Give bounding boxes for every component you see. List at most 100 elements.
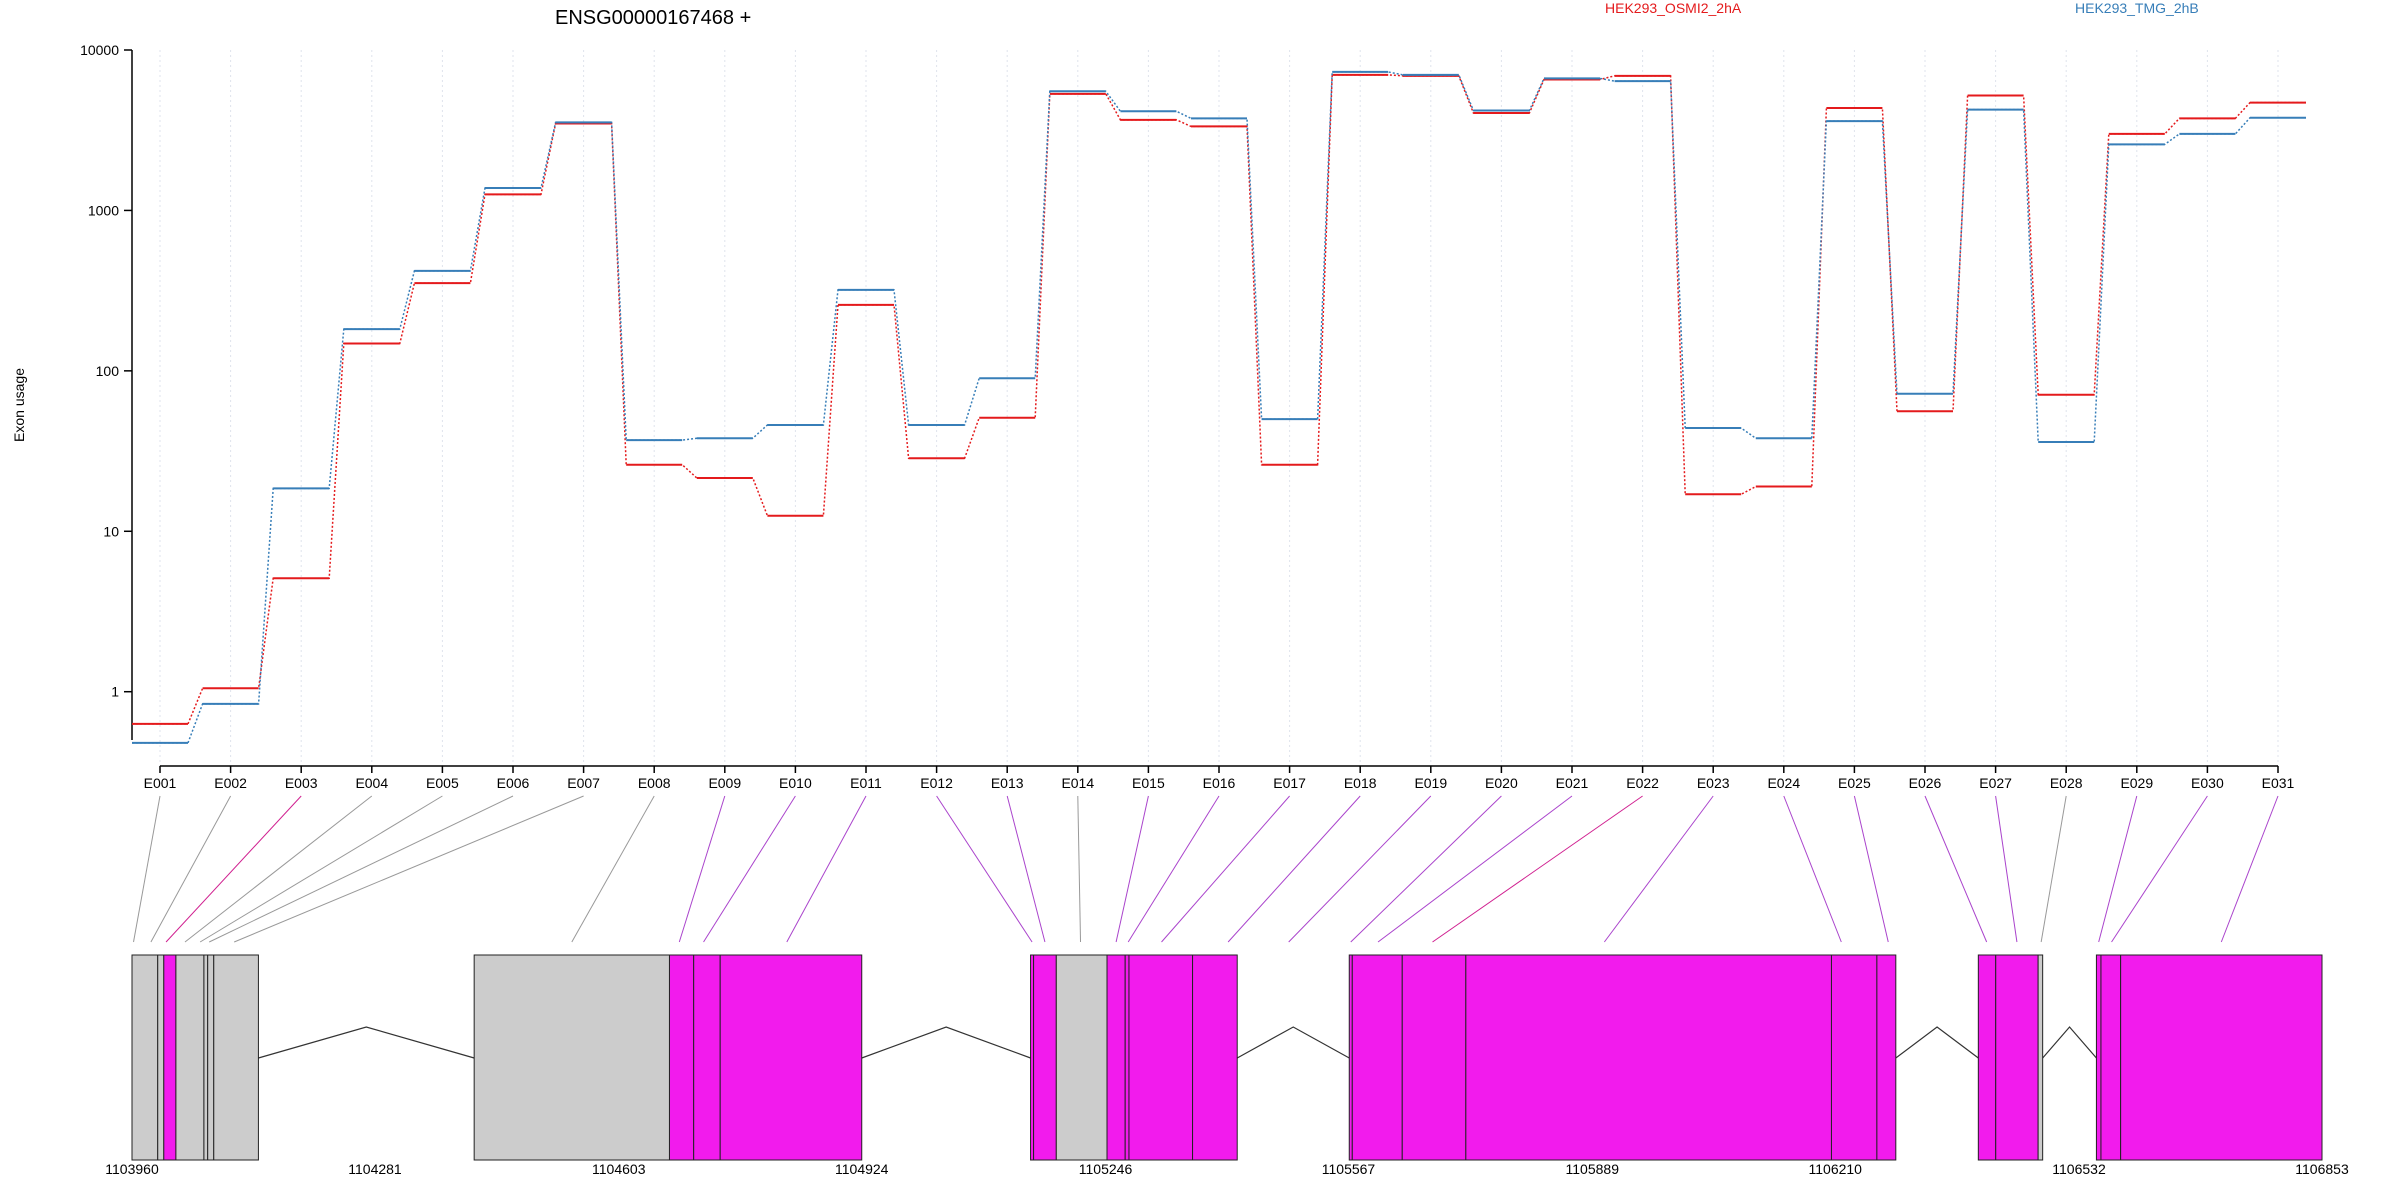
x-axis: E001 E002 E003 E004 E005 E006 E007 E008 E009 E010… bbox=[144, 765, 2295, 791]
y-tick-label: 1000 bbox=[88, 202, 119, 218]
x-tick-label: E022 bbox=[1626, 775, 1659, 791]
coordinate-label: 1104281 bbox=[348, 1161, 402, 1177]
exon-block-E026 bbox=[1995, 954, 2039, 1161]
x-tick-label: E001 bbox=[144, 775, 177, 791]
series-line-2 bbox=[132, 71, 2306, 744]
coordinate-label: 1103960 bbox=[105, 1161, 159, 1177]
x-tick-label: E030 bbox=[2191, 775, 2224, 791]
connector-E012 bbox=[936, 795, 1033, 943]
x-tick-label: E013 bbox=[991, 775, 1024, 791]
x-tick-label: E020 bbox=[1485, 775, 1518, 791]
exon-block-E010 bbox=[693, 954, 721, 1161]
connector-E018 bbox=[1227, 795, 1361, 943]
connector-E007 bbox=[234, 795, 584, 943]
exon-block-E004 bbox=[175, 954, 205, 1161]
x-tick-label: E031 bbox=[2262, 775, 2295, 791]
x-tick-label: E004 bbox=[355, 775, 388, 791]
y-tick-label: 1 bbox=[111, 684, 119, 700]
x-tick-label: E018 bbox=[1344, 775, 1377, 791]
x-tick-label: E027 bbox=[1979, 775, 2012, 791]
connector-E002 bbox=[150, 795, 232, 943]
x-tick-label: E005 bbox=[426, 775, 459, 791]
connector-E026 bbox=[1924, 795, 1988, 943]
x-tick-label: E019 bbox=[1414, 775, 1447, 791]
connector-E022 bbox=[1432, 795, 1643, 943]
x-tick-label: E014 bbox=[1061, 775, 1094, 791]
coordinate-label: 1106210 bbox=[1809, 1161, 1863, 1177]
connector-E031 bbox=[2220, 795, 2279, 943]
connector-E009 bbox=[678, 795, 726, 943]
connector-E030 bbox=[2111, 795, 2208, 943]
coordinate-label: 1106532 bbox=[2052, 1161, 2106, 1177]
connector-E001 bbox=[133, 795, 161, 943]
intron bbox=[2042, 1026, 2097, 1059]
exon-block-E006 bbox=[207, 954, 215, 1161]
x-tick-label: E011 bbox=[850, 775, 882, 791]
x-tick-label: E010 bbox=[779, 775, 812, 791]
legend-label-series-b: HEK293_TMG_2hB bbox=[2075, 0, 2199, 16]
y-tick-label: 100 bbox=[96, 363, 120, 379]
exon-block-E008 bbox=[473, 954, 670, 1161]
exon-block-E005 bbox=[203, 954, 209, 1161]
connector-E010 bbox=[703, 795, 796, 943]
connector-E014 bbox=[1077, 795, 1082, 943]
connector-E004 bbox=[184, 795, 373, 943]
connector-E017 bbox=[1161, 795, 1290, 943]
connector-E003 bbox=[165, 795, 302, 943]
genomic-coordinate-axis: 1103960 1104281 1104603 1104924 1105246 11055… bbox=[105, 1161, 2349, 1177]
exon-block-E025 bbox=[1977, 954, 1997, 1161]
intron bbox=[258, 1026, 475, 1059]
x-tick-label: E016 bbox=[1203, 775, 1236, 791]
x-tick-label: E003 bbox=[285, 775, 318, 791]
connector-E005 bbox=[199, 795, 443, 943]
gene-model bbox=[131, 954, 2323, 1161]
x-tick-label: E006 bbox=[497, 775, 530, 791]
connector-E028 bbox=[2040, 795, 2067, 943]
coordinate-label: 1105567 bbox=[1322, 1161, 1376, 1177]
y-tick-label: 10000 bbox=[80, 42, 119, 58]
x-tick-label: E029 bbox=[2120, 775, 2153, 791]
grid-lines bbox=[159, 50, 2279, 766]
exon-block-E002 bbox=[157, 954, 165, 1161]
exon-block-E016 bbox=[1124, 954, 1130, 1161]
connector-E016 bbox=[1127, 795, 1220, 943]
exon-block-E011 bbox=[719, 954, 863, 1161]
connector-E021 bbox=[1377, 795, 1573, 943]
exon-block-E001 bbox=[131, 954, 159, 1161]
x-tick-label: E017 bbox=[1273, 775, 1306, 791]
exon-block-E028 bbox=[2095, 954, 2102, 1161]
connector-E008 bbox=[571, 795, 655, 943]
connector-E019 bbox=[1288, 795, 1432, 943]
x-tick-label: E007 bbox=[567, 775, 600, 791]
exon-block-E021 bbox=[1401, 954, 1467, 1161]
x-tick-label: E015 bbox=[1132, 775, 1165, 791]
exon-block-E020 bbox=[1351, 954, 1403, 1161]
coordinate-label: 1104603 bbox=[592, 1161, 646, 1177]
exon-block-E015 bbox=[1106, 954, 1126, 1161]
exon-block-E007 bbox=[213, 954, 259, 1161]
exon-connectors bbox=[133, 795, 2279, 943]
connector-E027 bbox=[1995, 795, 2018, 943]
connector-E025 bbox=[1853, 795, 1889, 943]
connector-E029 bbox=[2098, 795, 2138, 943]
coordinate-label: 1106853 bbox=[2295, 1161, 2349, 1177]
legend-label-series-a: HEK293_OSMI2_2hA bbox=[1605, 0, 1742, 16]
y-tick-label: 10 bbox=[103, 523, 119, 539]
intron bbox=[861, 1026, 1031, 1059]
connector-E006 bbox=[208, 795, 514, 943]
y-axis-label: Exon usage bbox=[11, 368, 27, 442]
exon-block-E009 bbox=[668, 954, 695, 1161]
x-tick-label: E023 bbox=[1697, 775, 1730, 791]
x-tick-label: E002 bbox=[214, 775, 247, 791]
x-tick-label: E026 bbox=[1909, 775, 1942, 791]
x-tick-label: E024 bbox=[1767, 775, 1800, 791]
x-tick-label: E009 bbox=[708, 775, 741, 791]
x-tick-label: E012 bbox=[920, 775, 953, 791]
coordinate-label: 1105246 bbox=[1079, 1161, 1133, 1177]
exon-block-E029 bbox=[2100, 954, 2122, 1161]
y-axis: 1 10 100 1000 10000 bbox=[80, 42, 133, 740]
exon-block-E013 bbox=[1033, 954, 1057, 1161]
x-tick-label: E028 bbox=[2050, 775, 2083, 791]
x-tick-label: E025 bbox=[1838, 775, 1871, 791]
exon-block-E023 bbox=[1830, 954, 1878, 1161]
